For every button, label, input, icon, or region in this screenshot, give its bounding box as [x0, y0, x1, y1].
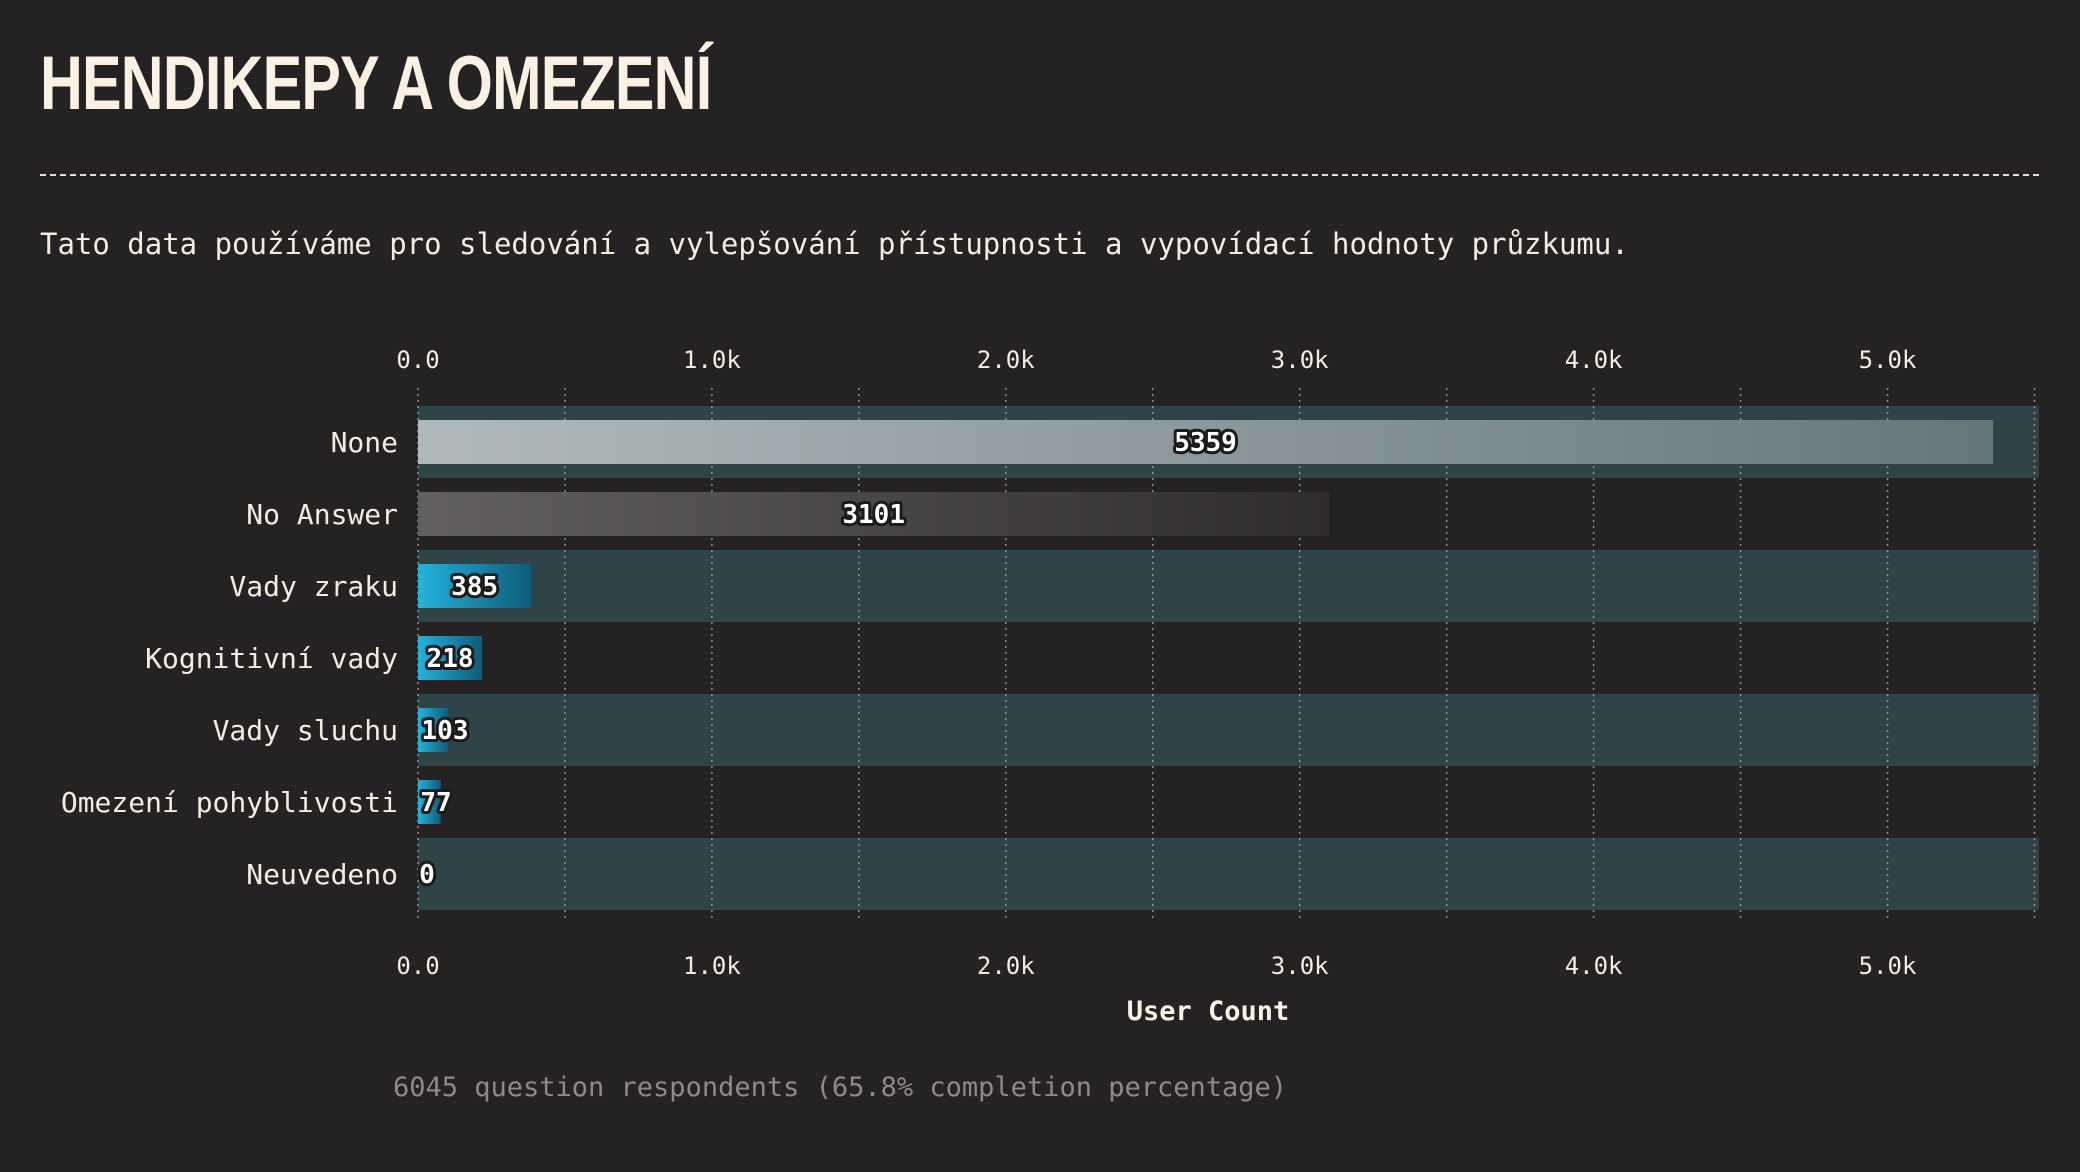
footnote: 6045 question respondents (65.8% complet…	[392, 1072, 1288, 1103]
x-tick-label-top: 2.0k	[977, 346, 1035, 374]
value-label: 3101	[842, 500, 905, 530]
bar-4	[418, 708, 449, 752]
x-tick-label-bottom: 5.0k	[1859, 952, 1917, 980]
category-label: No Answer	[246, 498, 398, 531]
x-tick-label-top: 3.0k	[1271, 346, 1329, 374]
category-label: Kognitivní vady	[145, 642, 398, 675]
x-tick-label-top: 0.0	[396, 346, 439, 374]
x-tick-label-top: 5.0k	[1859, 346, 1917, 374]
x-axis-title: User Count	[1127, 996, 1290, 1027]
bar-1	[418, 492, 1330, 536]
value-label: 385	[451, 572, 498, 602]
category-label: Omezení pohyblivosti	[61, 786, 398, 819]
value-label: 5359	[1174, 428, 1237, 458]
value-label: 77	[420, 788, 451, 818]
row-band	[418, 550, 2039, 622]
value-label: 103	[422, 716, 469, 746]
x-tick-label-bottom: 3.0k	[1271, 952, 1329, 980]
category-label: Neuvedeno	[246, 858, 398, 891]
x-tick-label-top: 4.0k	[1565, 346, 1623, 374]
x-tick-label-bottom: 4.0k	[1565, 952, 1623, 980]
category-label: Vady zraku	[229, 570, 398, 603]
category-label: Vady sluchu	[213, 714, 398, 747]
x-tick-label-bottom: 2.0k	[977, 952, 1035, 980]
x-tick-label-bottom: 0.0	[396, 952, 439, 980]
value-label: 0	[419, 860, 435, 890]
category-label: None	[331, 426, 398, 459]
bar-0	[418, 420, 1994, 464]
bar-2	[418, 564, 532, 608]
page-title: HENDIKEPY A OMEZENÍ	[40, 41, 712, 126]
value-label: 218	[427, 644, 474, 674]
row-band	[418, 838, 2039, 910]
row-band	[418, 694, 2039, 766]
x-tick-label-top: 1.0k	[683, 346, 741, 374]
page-subtitle: Tato data používáme pro sledování a vyle…	[40, 227, 1629, 261]
bar-5	[418, 780, 441, 824]
bar-3	[418, 636, 483, 680]
x-tick-label-bottom: 1.0k	[683, 952, 741, 980]
divider	[40, 174, 2039, 176]
